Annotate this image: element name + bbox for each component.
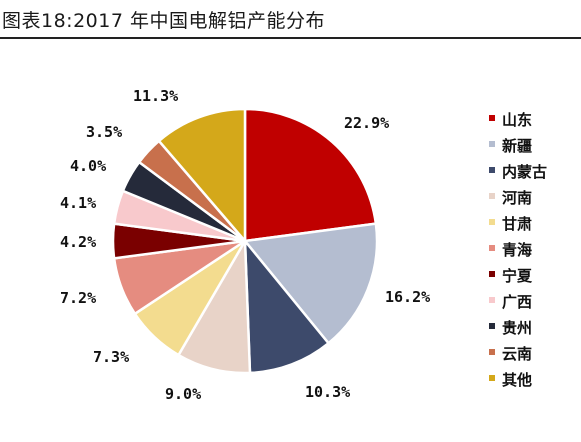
pct-label-2: 16.2% <box>385 288 430 306</box>
legend-label-7: 宁夏 <box>502 267 533 285</box>
legend-label-3: 内蒙古 <box>502 163 547 181</box>
legend-swatch-11 <box>489 375 495 381</box>
pct-label-6: 7.2% <box>60 289 96 307</box>
pct-label-3: 10.3% <box>305 383 350 401</box>
legend-label-8: 广西 <box>502 293 532 311</box>
pie-slice-1 <box>243 107 378 243</box>
legend-swatch-4 <box>489 193 495 199</box>
pct-label-8: 4.1% <box>60 194 96 212</box>
pie-slice-2 <box>242 222 379 345</box>
pie-slice-3 <box>243 237 331 375</box>
legend-label-4: 河南 <box>502 189 532 207</box>
pct-label-5: 7.3% <box>93 348 129 366</box>
legend-label-9: 贵州 <box>502 319 532 337</box>
header: 图表18:2017 年中国电解铝产能分布 <box>0 0 581 39</box>
title-divider <box>0 37 581 39</box>
legend-swatch-9 <box>489 323 495 329</box>
legend-label-5: 甘肃 <box>502 215 532 233</box>
legend-swatch-3 <box>489 167 495 173</box>
legend-label-6: 青海 <box>502 241 532 259</box>
pct-label-10: 3.5% <box>86 123 122 141</box>
legend-swatch-6 <box>489 245 495 251</box>
legend-swatch-8 <box>489 297 495 303</box>
percentage-labels: 22.9% 16.2% 10.3% 9.0% 7.3% 7.2% 4.2% 4.1% 4.0% 3… <box>60 87 430 403</box>
chart-title: 图表18:2017 年中国电解铝产能分布 <box>2 10 325 32</box>
pie-slices <box>111 107 379 375</box>
pct-label-7: 4.2% <box>60 233 96 251</box>
pct-label-11: 11.3% <box>133 87 178 105</box>
legend-swatch-2 <box>489 141 495 147</box>
legend-swatch-1 <box>489 115 495 121</box>
legend-swatch-10 <box>489 349 495 355</box>
pct-label-4: 9.0% <box>165 385 201 403</box>
legend-label-2: 新疆 <box>502 137 532 155</box>
legend-label-11: 其他 <box>502 371 532 389</box>
pct-label-1: 22.9% <box>344 114 389 132</box>
legend-swatch-5 <box>489 219 495 225</box>
legend-label-1: 山东 <box>502 111 532 129</box>
legend-swatch-7 <box>489 271 495 277</box>
pct-label-9: 4.0% <box>70 157 106 175</box>
pie-slice-11 <box>157 107 247 245</box>
legend-label-10: 云南 <box>502 345 532 363</box>
